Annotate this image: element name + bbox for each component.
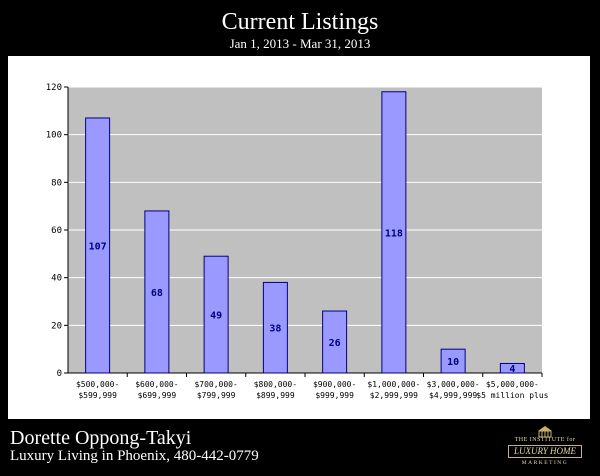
agent-tagline: Luxury Living in Phoenix, 480-442-0779 [10,448,259,464]
bar [381,91,407,374]
bar [440,348,466,374]
x-tick-label: $600,000- [135,380,178,389]
institute-logo: THE INSTITUTE for LUXURY HOME MARKETING [500,424,590,470]
x-tick-label: $5 million plus [476,391,548,400]
bar [144,210,170,374]
data-label: 10 [447,357,459,368]
x-tick-label: $699,999 [138,391,177,400]
x-tick-label: $999,999 [315,391,354,400]
data-label: 118 [385,228,403,239]
data-label: 26 [329,338,341,349]
bar [262,281,288,374]
y-tick-label: 80 [51,178,62,188]
y-tick-label: 40 [51,274,62,284]
logo-line-3: MARKETING [521,460,569,466]
x-tick-label: $900,000- [313,380,356,389]
y-tick-label: 60 [51,226,62,236]
data-label: 49 [210,311,222,322]
x-tick-label: $4,999,999 [429,391,477,400]
y-tick-label: 20 [51,321,62,331]
y-tick-label: 100 [46,131,62,141]
x-tick-label: $500,000- [76,380,119,389]
chart-panel: 0 20 40 60 80 100 120 107 $500,000- $599,999 68 $60… [8,56,590,419]
bar [203,255,229,374]
agent-name: Dorette Oppong-Takyi [10,427,192,449]
bar [85,117,111,374]
x-tick-label: $5,000,000- [486,380,539,389]
x-tick-label: $2,999,999 [370,391,418,400]
data-label: 38 [269,324,281,335]
x-tick-label: $3,000,000- [427,380,480,389]
bar-chart: 0 20 40 60 80 100 120 107 $500,000- $599,999 68 $60… [46,83,549,400]
x-tick-label: $1,000,000- [367,380,420,389]
x-tick-label: $700,000- [194,380,237,389]
bar [499,362,525,374]
y-tick-label: 120 [46,83,62,93]
chart-subtitle: Jan 1, 2013 - Mar 31, 2013 [229,36,371,51]
logo-line-1: THE INSTITUTE for [514,437,576,443]
x-tick-label: $899,999 [256,391,295,400]
bar [322,310,348,374]
data-label: 107 [89,241,107,252]
chart-title: Current Listings [221,9,379,35]
x-tick-label: $799,999 [197,391,236,400]
x-tick-label: $800,000- [254,380,297,389]
x-tick-label: $599,999 [78,391,117,400]
house-pillar-icon [538,426,552,438]
data-label: 4 [509,364,515,375]
data-label: 68 [151,288,163,299]
y-tick-label: 0 [57,369,62,379]
logo-line-2: LUXURY HOME [508,445,582,458]
